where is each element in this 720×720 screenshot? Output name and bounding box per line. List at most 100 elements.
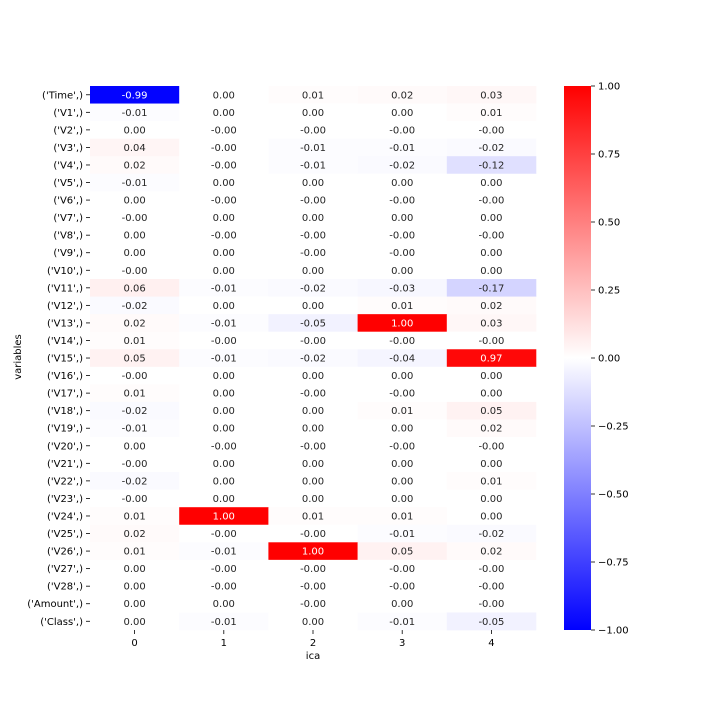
cell-value-label: -0.00 [300,336,326,347]
y-tick-label: ('V4',) [53,160,83,171]
cell-value-label: 0.00 [213,389,235,400]
cell-value-label: 0.01 [480,476,502,487]
heatmap-cell [90,612,180,631]
cell-value-label: 0.02 [391,90,413,101]
heatmap-cell [446,156,537,175]
cell-value-label: 0.00 [302,424,324,435]
cell-value-label: 0.00 [123,248,145,259]
heatmap-cell [446,454,537,473]
y-tick-label: ('V16',) [47,371,83,382]
cell-value-label: 0.97 [480,354,502,365]
y-tick-label: ('V23',) [47,494,83,505]
heatmap-cell [179,349,269,368]
cell-value-label: -0.00 [211,564,237,575]
colorbar-tick-label: 0.75 [598,150,620,161]
heatmap-cell [179,243,269,262]
y-tick-label: ('V12',) [47,301,83,312]
cell-value-label: -0.01 [300,160,326,171]
heatmap-cell [179,384,269,403]
cell-value-label: 0.00 [480,266,502,277]
heatmap-cell [357,314,448,332]
cell-value-label: -0.00 [211,143,237,154]
colorbar-ticks: 1.00 0.75 0.50 0.25 0.00 −0.25 −0.50 −0.75 −1.00 [591,82,629,637]
y-tick-label: ('V13',) [47,318,83,329]
cell-value-label: 0.00 [480,459,502,470]
cell-value-label: 0.00 [123,564,145,575]
heatmap-cell [179,173,269,192]
cell-value-label: -0.00 [211,441,237,452]
y-tick-label: ('V3',) [53,143,83,154]
heatmap-cell [179,454,269,473]
heatmap-cell [357,156,448,175]
heatmap-cell [268,121,358,139]
heatmap-cell [268,103,358,122]
heatmap-cell [90,156,180,175]
heatmap-cell [179,103,269,122]
cell-value-label: -0.00 [478,564,504,575]
cell-value-label: -0.00 [211,160,237,171]
cell-value-label: -0.00 [300,529,326,540]
cell-value-label: -0.00 [211,231,237,242]
y-tick-label: ('V11',) [47,283,83,294]
cell-value-label: -0.00 [389,564,415,575]
cell-value-label: 0.01 [391,301,413,312]
cell-value-label: -0.00 [211,196,237,207]
cell-value-label: 1.00 [302,547,324,558]
cell-value-label: -0.00 [389,248,415,259]
heatmap-cell [90,121,180,139]
heatmap-cell [179,472,269,490]
heatmap-cell [179,366,269,385]
heatmap-cell [179,401,269,420]
heatmap-cell [268,594,358,613]
x-tick-label: 2 [310,638,316,649]
heatmap-cell [357,226,448,245]
cell-value-label: 0.02 [480,424,502,435]
heatmap-cell [90,559,180,578]
y-tick-label: ('V22',) [47,476,83,487]
cell-value-label: 0.03 [480,90,502,101]
cell-value-label: 0.02 [123,160,145,171]
heatmap-cell [179,612,269,631]
y-tick-label: ('Class',) [40,617,83,628]
colorbar-tick-label: 0.00 [598,354,620,365]
colorbar-tick-label: 1.00 [598,82,620,93]
cell-value-label: -0.00 [300,582,326,593]
cell-value-label: 0.00 [302,266,324,277]
cell-value-label: 0.00 [480,213,502,224]
cell-value-label: 0.00 [213,266,235,277]
heatmap-cell [268,226,358,245]
cell-value-label: -0.00 [389,389,415,400]
cell-value-label: 0.00 [391,178,413,189]
cell-value-label: -0.00 [478,336,504,347]
heatmap-cell [446,594,537,613]
heatmap-cell [446,349,537,368]
heatmap-cell [90,103,180,122]
heatmap-cell [446,401,537,420]
heatmap-cell [179,261,269,280]
heatmap-cell [90,226,180,245]
heatmap-cell [357,454,448,473]
heatmap-cell [268,349,358,368]
cell-value-label: 0.00 [302,476,324,487]
heatmap-cell [446,384,537,403]
cell-value-label: -0.02 [122,476,148,487]
colorbar-tick-label: 0.25 [598,286,620,297]
cell-value-label: 0.00 [123,231,145,242]
cell-value-label: -0.01 [389,617,415,628]
cell-value-label: 0.00 [480,389,502,400]
x-axis-ticks: 0 1 2 3 4 [131,630,495,649]
heatmap-cell [446,489,537,508]
heatmap-cell [179,138,269,157]
cell-value-label: 0.00 [391,371,413,382]
heatmap-cell [357,437,448,455]
x-tick-label: 3 [399,638,405,649]
heatmap-cell [357,331,448,350]
heatmap-cell [90,401,180,420]
cell-value-label: -0.01 [122,424,148,435]
heatmap-cell [446,279,537,297]
y-tick-label: ('V24',) [47,511,83,522]
cell-value-label: 0.00 [123,582,145,593]
cell-value-label: -0.02 [122,301,148,312]
heatmap-cell [357,401,448,420]
heatmap-cell [268,138,358,157]
